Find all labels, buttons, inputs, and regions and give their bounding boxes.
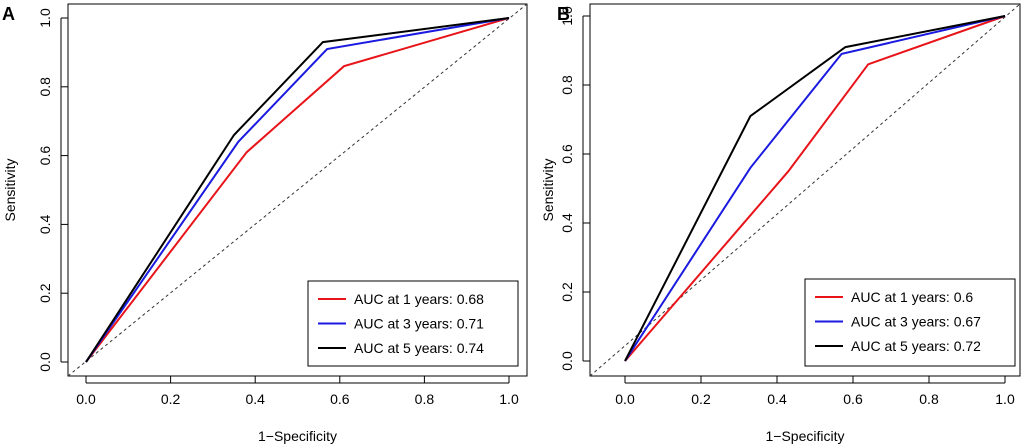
panel-label: A [2, 4, 15, 24]
y-tick-label: 0.8 [37, 77, 53, 97]
roc-curve-series-1 [624, 15, 1006, 362]
y-tick-label: 0.2 [559, 282, 575, 302]
legend-label: AUC at 3 years: 0.67 [851, 314, 981, 330]
y-tick-label: 0.4 [37, 214, 53, 234]
x-tick-label: 1.0 [499, 391, 519, 407]
plot-frame [67, 3, 528, 377]
y-tick-label: 1.0 [559, 6, 575, 26]
x-axis-title: 1−Specificity [258, 428, 337, 444]
y-tick-label: 0.4 [559, 213, 575, 233]
x-tick-label: 0.8 [919, 391, 939, 407]
legend-label: AUC at 5 years: 0.74 [354, 340, 484, 356]
roc-curve-series-3 [624, 15, 1006, 362]
x-tick-label: 0.6 [330, 391, 350, 407]
y-tick-label: 0.8 [559, 75, 575, 95]
y-axis-title: Sensitivity [540, 158, 556, 221]
y-axis-title: Sensitivity [2, 158, 18, 221]
legend: AUC at 1 years: 0.68 AUC at 3 years: 0.71… [307, 280, 519, 367]
roc-curve-series-3 [85, 17, 510, 363]
roc-panel-a: A 0.0 0.2 0.4 0.6 0.8 1.0 0.0 0.2 0.4 0.6 0.8 1.0 1−S… [2, 3, 528, 444]
x-tick-label: 0.4 [767, 391, 787, 407]
x-tick-label: 1.0 [995, 391, 1015, 407]
x-axis-title: 1−Specificity [766, 428, 845, 444]
x-tick-label: 0.2 [691, 391, 711, 407]
roc-panel-b: B 0.0 0.2 0.4 0.6 0.8 1.0 0.0 0.2 0.4 0.6 0.8 1.0 1−S… [540, 3, 1021, 444]
x-tick-label: 0.0 [615, 391, 635, 407]
y-tick-label: 0.0 [559, 351, 575, 371]
panel-label: B [557, 4, 570, 24]
y-tick-label: 0.6 [559, 144, 575, 164]
roc-curve-series-2 [85, 17, 510, 363]
legend: AUC at 1 years: 0.6 AUC at 3 years: 0.67 A… [804, 278, 1016, 367]
y-tick-label: 1.0 [37, 8, 53, 28]
legend-label: AUC at 1 years: 0.68 [354, 291, 484, 307]
x-tick-label: 0.0 [76, 391, 96, 407]
legend-label: AUC at 5 years: 0.72 [851, 338, 981, 354]
x-tick-label: 0.6 [843, 391, 863, 407]
x-tick-label: 0.4 [245, 391, 265, 407]
roc-curve-series-1 [85, 17, 510, 363]
x-tick-label: 0.2 [161, 391, 181, 407]
plot-frame [589, 3, 1021, 377]
y-tick-label: 0.6 [37, 146, 53, 166]
y-tick-label: 0.0 [37, 352, 53, 372]
x-tick-label: 0.8 [415, 391, 435, 407]
reference-diagonal-line [67, 3, 528, 377]
roc-curve-series-2 [624, 15, 1006, 362]
legend-label: AUC at 3 years: 0.71 [354, 316, 484, 332]
y-tick-label: 0.2 [37, 283, 53, 303]
legend-label: AUC at 1 years: 0.6 [851, 289, 973, 305]
reference-diagonal-line [589, 3, 1021, 377]
